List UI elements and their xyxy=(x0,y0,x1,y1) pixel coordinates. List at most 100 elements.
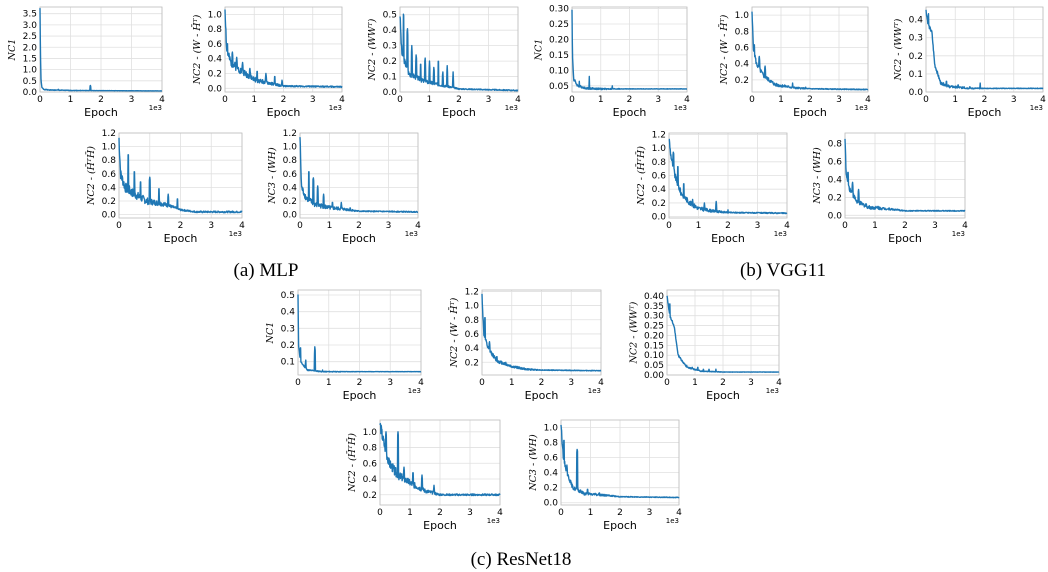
y-tick-label: 0.40 xyxy=(644,292,664,302)
x-axis-label: Epoch xyxy=(342,232,376,245)
y-tick-label: 1.0 xyxy=(735,11,750,21)
chart-14: 0 1 2 3 4 0.2 0.4 0.6 0.8 1.0 1e3 Epoch NC2 - (H̄ᵀH̄… xyxy=(346,419,503,532)
x-tick-label: 4 xyxy=(497,508,503,518)
x-tick-label: 1 xyxy=(598,95,604,105)
chart-9: 0 1 2 3 4 0.0 0.2 0.4 0.6 0.8 1.0 1.2 1e3 Epoch NC2 - … xyxy=(635,130,790,245)
x-tick-label: 2 xyxy=(98,95,104,105)
y-tick-label: 1.2 xyxy=(465,287,479,297)
x-tick-label: 3 xyxy=(486,95,492,105)
plot-frame xyxy=(224,6,343,93)
plot-frame xyxy=(379,419,501,506)
y-tick-label: 0.0 xyxy=(208,84,223,94)
series-line xyxy=(844,138,966,212)
x-axis-label: Epoch xyxy=(613,106,647,119)
chart-5: 0 1 2 3 4 0.2 0.4 0.6 0.8 1.0 1e3 Epoch NC2 - (W - H… xyxy=(718,6,871,119)
y-tick-label: 0.05 xyxy=(644,361,664,371)
x-tick-label: 2 xyxy=(720,378,726,388)
x-exponent-label: 1e3 xyxy=(329,104,342,112)
y-tick-label: 0.2 xyxy=(652,199,666,209)
caption-vgg11: (b) VGG11 xyxy=(740,260,826,281)
x-exponent-label: 1e3 xyxy=(408,387,421,395)
x-tick-label: 2 xyxy=(539,378,545,388)
x-tick-label: 4 xyxy=(784,221,790,231)
plot-frame xyxy=(118,132,243,219)
plot-frame xyxy=(481,289,602,376)
y-tick-label: 1.5 xyxy=(23,54,37,64)
x-tick-label: 0 xyxy=(569,95,575,105)
y-tick-label: 1.2 xyxy=(652,130,666,140)
y-tick-label: 0.20 xyxy=(549,35,569,45)
chart-6: 0 1 2 3 4 0.0 0.1 0.2 0.3 0.4 1e3 Epoch NC2 - (WWᵀ) xyxy=(893,6,1046,119)
x-exponent-label: 1e3 xyxy=(774,230,787,238)
y-axis-label: NC2 - (H̄ᵀH̄) xyxy=(346,433,358,493)
x-tick-label: 0 xyxy=(664,378,670,388)
y-tick-label: 0.8 xyxy=(735,27,750,37)
x-axis-label: Epoch xyxy=(343,389,377,402)
chart-8: 0 1 2 3 4 0.0 0.2 0.4 0.6 0.8 1.0 1.2 1e3 Epoch NC3 - … xyxy=(267,129,421,245)
x-tick-label: 3 xyxy=(655,95,661,105)
y-tick-label: 0.1 xyxy=(281,358,295,368)
series-line xyxy=(224,9,343,89)
y-axis-label: NC2 - (W - H̄ᵀ) xyxy=(191,14,203,85)
x-axis-label: Epoch xyxy=(525,389,559,402)
y-axis-label: NC2 - (W - H̄ᵀ) xyxy=(448,297,460,368)
y-tick-label: 0.2 xyxy=(102,197,116,207)
series-line xyxy=(560,424,680,499)
y-tick-label: 0.2 xyxy=(363,491,377,501)
plot-frame xyxy=(560,419,680,506)
x-tick-label: 1 xyxy=(509,378,515,388)
y-tick-label: 0.8 xyxy=(828,140,843,150)
x-tick-label: 2 xyxy=(627,95,633,105)
plot-frame xyxy=(925,6,1044,93)
y-tick-label: 2.5 xyxy=(23,32,37,42)
x-tick-label: 2 xyxy=(725,221,731,231)
x-tick-label: 4 xyxy=(1040,95,1046,105)
y-tick-label: 0.4 xyxy=(465,344,480,354)
x-tick-label: 0 xyxy=(297,221,303,231)
y-tick-label: 0.15 xyxy=(644,341,664,351)
y-axis-label: NC3 - (WH) xyxy=(528,434,539,492)
y-tick-label: 0.3 xyxy=(383,42,397,52)
x-tick-label: 1 xyxy=(326,378,332,388)
x-tick-label: 0 xyxy=(377,508,383,518)
y-tick-label: 0.4 xyxy=(652,185,667,195)
y-tick-label: 0.8 xyxy=(283,156,298,166)
x-tick-label: 3 xyxy=(647,508,653,518)
y-tick-label: 1.0 xyxy=(208,10,223,20)
series-line xyxy=(481,293,602,372)
y-axis-label: NC2 - (H̄ᵀH̄) xyxy=(85,146,97,206)
y-axis-label: NC2 - (WWᵀ) xyxy=(893,18,904,81)
y-tick-label: 1.0 xyxy=(102,143,117,153)
x-tick-label: 3 xyxy=(568,378,574,388)
y-tick-label: 0.4 xyxy=(909,16,924,26)
x-tick-label: 3 xyxy=(387,378,393,388)
y-axis-label: NC1 xyxy=(534,39,545,62)
plot-frame xyxy=(668,132,788,219)
y-tick-label: 0.3 xyxy=(909,34,923,44)
chart-10: 0 1 2 3 4 0.0 0.2 0.4 0.6 0.8 1e3 Epoch NC3 - (WH) xyxy=(812,132,968,245)
x-exponent-label: 1e3 xyxy=(505,104,518,112)
y-tick-label: 0.6 xyxy=(102,170,117,180)
series-line xyxy=(118,137,243,214)
x-exponent-label: 1e3 xyxy=(405,230,418,238)
x-axis-label: Epoch xyxy=(442,106,476,119)
y-tick-label: 0.8 xyxy=(208,25,223,35)
x-exponent-label: 1e3 xyxy=(1030,104,1043,112)
y-tick-label: 0.8 xyxy=(652,158,667,168)
y-tick-label: 0.6 xyxy=(465,330,480,340)
plot-frame xyxy=(751,6,869,93)
x-tick-label: 0 xyxy=(37,95,43,105)
x-tick-label: 1 xyxy=(68,95,74,105)
y-tick-label: 0.15 xyxy=(549,51,569,61)
y-axis-label: NC1 xyxy=(7,39,18,62)
x-tick-label: 3 xyxy=(208,221,214,231)
y-tick-label: 0.4 xyxy=(208,55,223,65)
y-tick-label: 0.4 xyxy=(363,475,378,485)
y-tick-label: 0.2 xyxy=(909,52,923,62)
y-tick-label: 1.0 xyxy=(363,428,378,438)
series-line xyxy=(379,422,501,497)
y-tick-label: 1.0 xyxy=(652,144,667,154)
x-tick-label: 0 xyxy=(295,378,301,388)
plot-frame xyxy=(666,289,780,376)
